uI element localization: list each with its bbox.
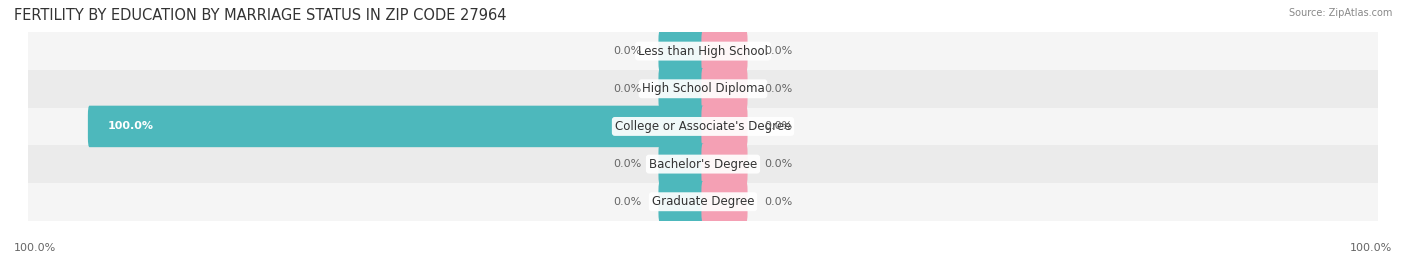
- Text: 0.0%: 0.0%: [765, 159, 793, 169]
- Text: High School Diploma: High School Diploma: [641, 82, 765, 95]
- Text: 0.0%: 0.0%: [613, 46, 641, 56]
- Text: 100.0%: 100.0%: [14, 243, 56, 253]
- FancyBboxPatch shape: [702, 106, 748, 147]
- Bar: [28, 70, 1378, 108]
- Text: Less than High School: Less than High School: [638, 45, 768, 58]
- Text: 0.0%: 0.0%: [613, 159, 641, 169]
- FancyBboxPatch shape: [658, 68, 704, 109]
- Bar: [28, 32, 1378, 70]
- Text: Bachelor's Degree: Bachelor's Degree: [650, 158, 756, 171]
- Text: Source: ZipAtlas.com: Source: ZipAtlas.com: [1288, 8, 1392, 18]
- Text: 0.0%: 0.0%: [613, 197, 641, 207]
- FancyBboxPatch shape: [658, 181, 704, 222]
- FancyBboxPatch shape: [702, 143, 748, 185]
- FancyBboxPatch shape: [702, 30, 748, 72]
- FancyBboxPatch shape: [702, 181, 748, 222]
- FancyBboxPatch shape: [702, 68, 748, 109]
- Bar: [28, 108, 1378, 145]
- Text: FERTILITY BY EDUCATION BY MARRIAGE STATUS IN ZIP CODE 27964: FERTILITY BY EDUCATION BY MARRIAGE STATU…: [14, 8, 506, 23]
- Text: College or Associate's Degree: College or Associate's Degree: [614, 120, 792, 133]
- Bar: [28, 183, 1378, 221]
- FancyBboxPatch shape: [658, 30, 704, 72]
- Text: 0.0%: 0.0%: [765, 197, 793, 207]
- Text: 0.0%: 0.0%: [765, 84, 793, 94]
- FancyBboxPatch shape: [658, 143, 704, 185]
- Text: 0.0%: 0.0%: [613, 84, 641, 94]
- Bar: [28, 145, 1378, 183]
- Text: 0.0%: 0.0%: [765, 46, 793, 56]
- FancyBboxPatch shape: [87, 106, 704, 147]
- Text: 100.0%: 100.0%: [1350, 243, 1392, 253]
- Legend: Married, Unmarried: Married, Unmarried: [623, 267, 783, 269]
- Text: Graduate Degree: Graduate Degree: [652, 195, 754, 208]
- Text: 100.0%: 100.0%: [108, 121, 153, 132]
- Text: 0.0%: 0.0%: [765, 121, 793, 132]
